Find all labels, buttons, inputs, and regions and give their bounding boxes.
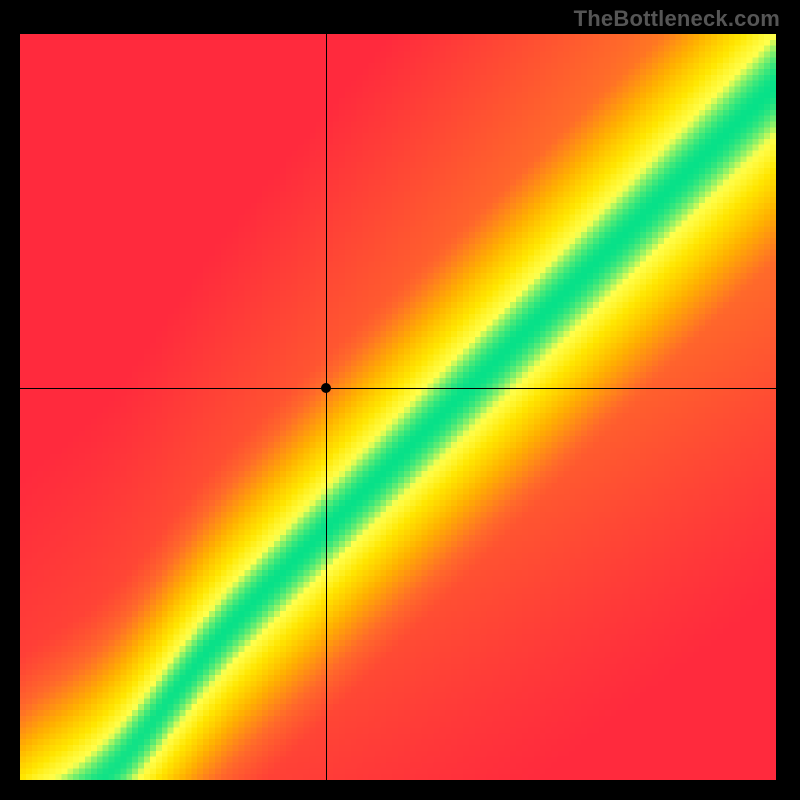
chart-container: TheBottleneck.com bbox=[0, 0, 800, 800]
bottleneck-heatmap bbox=[20, 34, 776, 780]
crosshair-marker bbox=[321, 383, 331, 393]
crosshair-vertical bbox=[326, 34, 327, 780]
crosshair-horizontal bbox=[20, 388, 776, 389]
watermark-text: TheBottleneck.com bbox=[574, 6, 780, 32]
